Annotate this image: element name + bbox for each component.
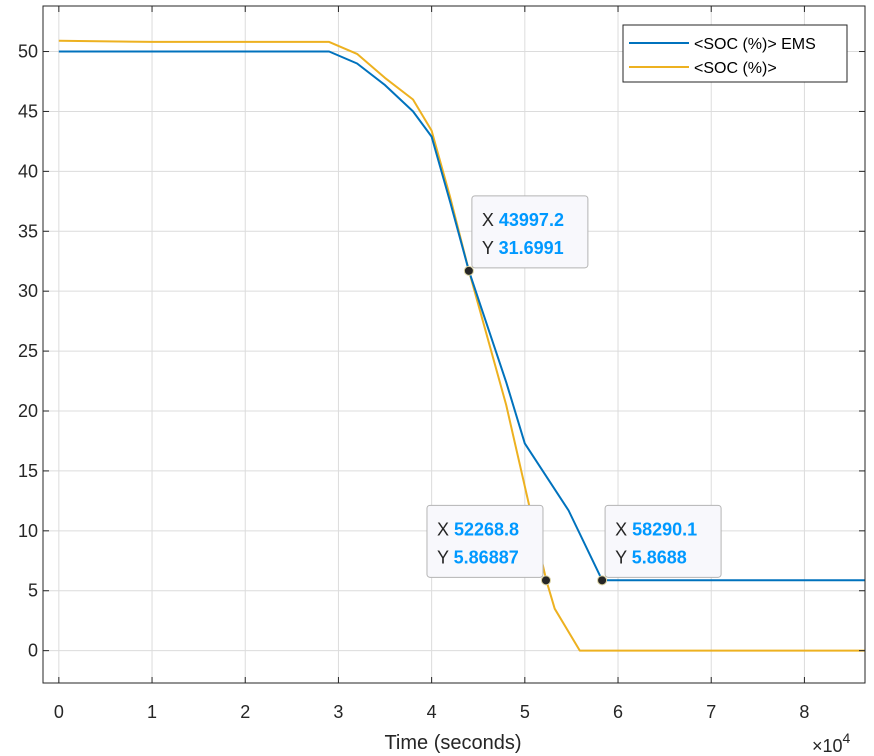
y-tick-label: 15 — [18, 461, 38, 481]
datatip-marker[interactable] — [540, 575, 551, 586]
x-tick-label: 1 — [147, 702, 157, 722]
datatip-y-value: 5.86887 — [454, 547, 519, 567]
y-tick-label: 35 — [18, 221, 38, 241]
y-tick-label: 50 — [18, 42, 38, 62]
y-tick-label: 20 — [18, 401, 38, 421]
grid — [43, 6, 865, 683]
y-tick-label: 25 — [18, 341, 38, 361]
series-lines[interactable] — [58, 39, 865, 652]
datatip-marker[interactable] — [597, 575, 608, 586]
x-tick-label: 7 — [706, 702, 716, 722]
datatip-x-value: 58290.1 — [632, 519, 697, 539]
datatip-x-line: X 43997.2 — [482, 210, 564, 230]
datatip-x-line: X 58290.1 — [615, 519, 697, 539]
series-line-soc[interactable] — [58, 39, 865, 652]
datatip-y-line: Y 5.8688 — [615, 547, 687, 567]
datatip-x-value: 43997.2 — [499, 210, 564, 230]
datatip-box — [604, 504, 722, 578]
datatip-x-label: X — [437, 519, 454, 539]
y-tick-label: 5 — [28, 581, 38, 601]
datatip-y-value: 31.6991 — [499, 238, 564, 258]
y-tick-label: 30 — [18, 281, 38, 301]
y-tick-label: 40 — [18, 161, 38, 181]
legend-label-soc-ems: <SOC (%)> EMS — [694, 36, 816, 53]
x-tick-label: 6 — [613, 702, 623, 722]
legend-box — [622, 24, 848, 83]
datatip-x-line: X 52268.8 — [437, 519, 519, 539]
datatip-marker[interactable] — [463, 265, 474, 276]
x-axis-exponent: ×104 — [812, 730, 851, 756]
datatip-box — [426, 504, 544, 578]
datatip-y-label: Y — [482, 238, 499, 258]
x-exponent-base: ×10 — [812, 736, 843, 756]
x-tick-label: 0 — [54, 702, 64, 722]
datatip-3[interactable]: X 58290.1Y 5.8688 — [597, 504, 722, 586]
datatip-y-line: Y 5.86887 — [437, 547, 519, 567]
datatip-2[interactable]: X 52268.8Y 5.86887 — [426, 504, 551, 586]
x-tick-label: 8 — [799, 702, 809, 722]
x-exponent-power: 4 — [843, 730, 851, 746]
legend-label-soc: <SOC (%)> — [694, 60, 777, 77]
datatip-y-value: 5.8688 — [632, 547, 687, 567]
x-tick-label: 2 — [240, 702, 250, 722]
datatip-x-label: X — [482, 210, 499, 230]
datatip-x-label: X — [615, 519, 632, 539]
x-axis-label-group: Time (seconds) ×104 — [384, 730, 850, 756]
datatip-x-value: 52268.8 — [454, 519, 519, 539]
y-tick-label: 10 — [18, 521, 38, 541]
datatip-y-line: Y 31.6991 — [482, 238, 564, 258]
series-line-soc-ems[interactable] — [58, 50, 865, 582]
legend[interactable]: <SOC (%)> EMS <SOC (%)> — [622, 24, 848, 83]
x-tick-label: 3 — [333, 702, 343, 722]
datatip-box — [471, 195, 589, 269]
datatip-y-label: Y — [615, 547, 632, 567]
datatip-1[interactable]: X 43997.2Y 31.6991 — [463, 195, 589, 276]
axes-box — [42, 5, 866, 684]
y-tick-label: 0 — [28, 641, 38, 661]
datatip-y-label: Y — [437, 547, 454, 567]
x-tick-label: 4 — [427, 702, 437, 722]
y-tick-label: 45 — [18, 101, 38, 121]
x-axis-label: Time (seconds) — [384, 732, 521, 754]
x-tick-label: 5 — [520, 702, 530, 722]
